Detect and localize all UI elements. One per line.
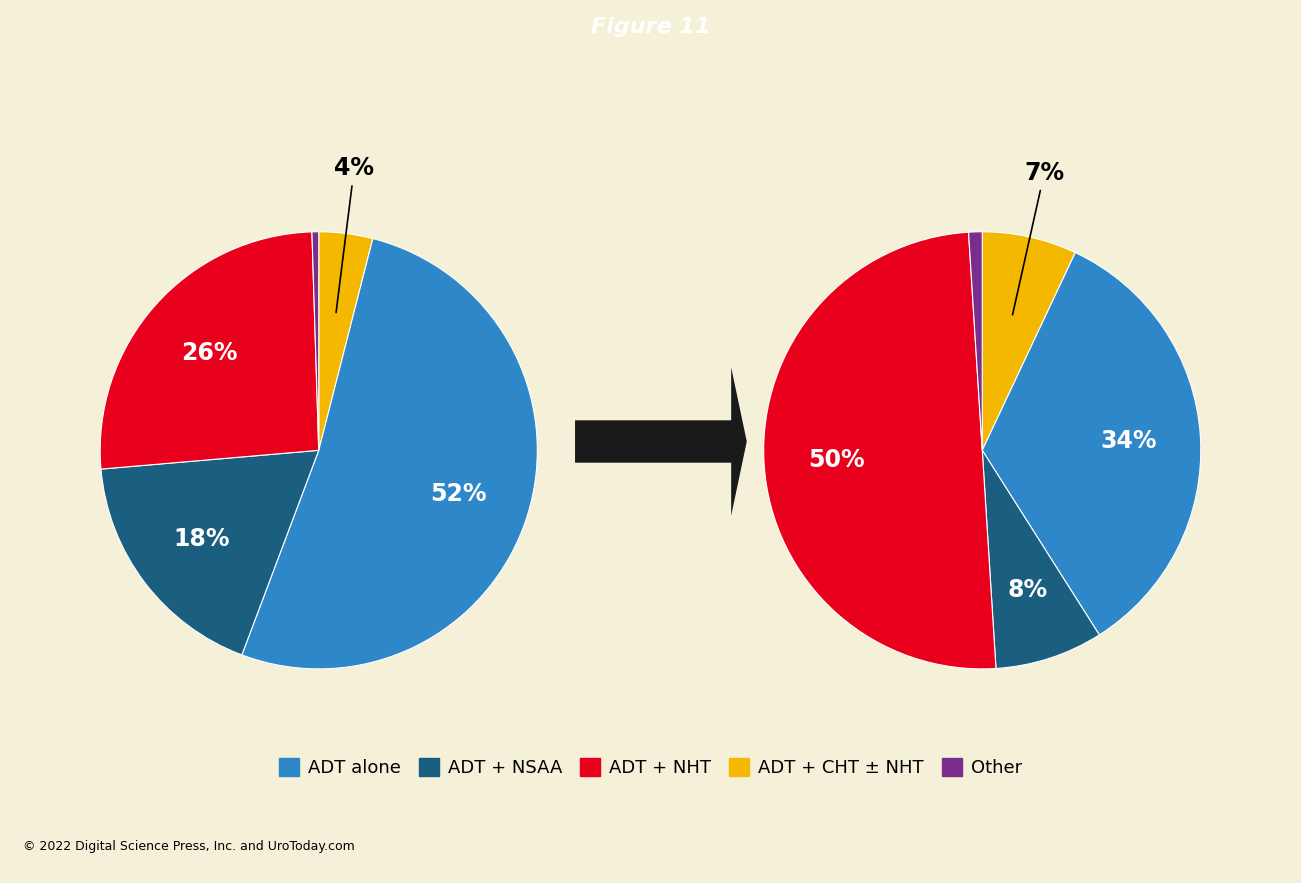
Wedge shape	[764, 232, 997, 669]
Wedge shape	[242, 238, 537, 669]
Text: 7%: 7%	[1012, 161, 1064, 314]
Legend: ADT alone, ADT + NSAA, ADT + NHT, ADT + CHT ± NHT, Other: ADT alone, ADT + NSAA, ADT + NHT, ADT + …	[272, 751, 1029, 784]
Wedge shape	[100, 232, 319, 469]
Text: 26%: 26%	[181, 341, 238, 365]
Text: Figure 11: Figure 11	[591, 18, 710, 37]
Wedge shape	[982, 253, 1201, 635]
Text: 50%: 50%	[808, 448, 864, 472]
Wedge shape	[101, 450, 319, 655]
Text: © 2022 Digital Science Press, Inc. and UroToday.com: © 2022 Digital Science Press, Inc. and U…	[23, 840, 355, 853]
Text: 34%: 34%	[1101, 429, 1157, 453]
Wedge shape	[319, 231, 373, 450]
Wedge shape	[982, 231, 1076, 450]
Text: 52%: 52%	[431, 482, 487, 506]
Wedge shape	[982, 450, 1099, 668]
Text: 8%: 8%	[1007, 577, 1047, 601]
Text: 4%: 4%	[334, 156, 375, 313]
Text: 18%: 18%	[174, 527, 230, 551]
Wedge shape	[968, 231, 982, 450]
Polygon shape	[575, 367, 747, 516]
Wedge shape	[312, 231, 319, 450]
